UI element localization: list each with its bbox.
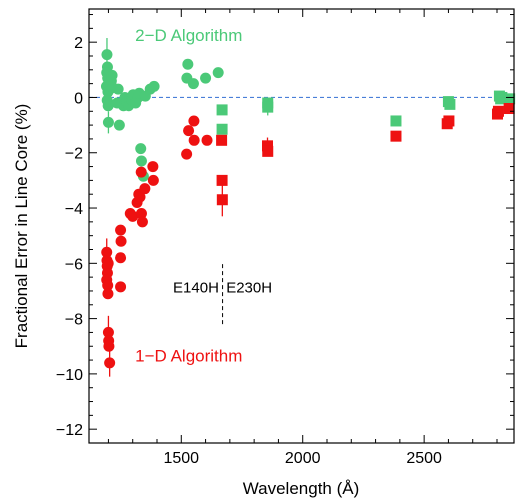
data-point-square xyxy=(496,91,508,103)
y-axis-title: Fractional Error in Line Core (%) xyxy=(12,104,31,349)
y-tick-label: −4 xyxy=(65,201,83,218)
plot-frame xyxy=(88,8,515,444)
data-point-square xyxy=(262,101,274,113)
data-point-square xyxy=(262,145,274,157)
data-point-circle xyxy=(106,69,118,81)
data-point-circle xyxy=(201,134,213,146)
data-point-circle xyxy=(115,281,127,293)
data-point-circle xyxy=(102,257,114,269)
data-point-circle xyxy=(115,224,127,236)
data-point-square xyxy=(216,194,228,206)
data-point-circle xyxy=(147,161,159,173)
data-point-square xyxy=(444,98,456,110)
data-point-circle xyxy=(102,100,114,112)
data-point-circle xyxy=(102,116,114,128)
data-point-circle xyxy=(103,340,115,352)
data-point-circle xyxy=(139,183,151,195)
data-point-circle xyxy=(183,125,195,137)
data-point-circle xyxy=(135,208,147,220)
axis-ticks: 1500 2000 2500 2 0 −2 −4 −6 −8 −10 −12 xyxy=(56,9,514,467)
data-point-square xyxy=(216,123,228,135)
data-point-circle xyxy=(112,83,124,95)
data-point-circle xyxy=(115,252,127,264)
data-point-circle xyxy=(102,288,114,300)
data-point-square xyxy=(390,130,402,142)
data-point-square xyxy=(503,103,515,115)
data-point-circle xyxy=(135,166,147,178)
data-point-square xyxy=(390,115,402,127)
data-point-circle xyxy=(188,115,200,127)
data-point-circle xyxy=(182,58,194,70)
label-2d: 2−D Algorithm xyxy=(135,26,242,45)
y-tick-label: −10 xyxy=(56,367,83,384)
label-e140h: E140H xyxy=(173,279,219,296)
data-point-square xyxy=(504,93,516,105)
x-tick-label: 1500 xyxy=(163,450,199,467)
data-point-circle xyxy=(136,216,148,228)
y-tick-label: −2 xyxy=(65,146,83,163)
data-point-circle xyxy=(181,148,193,160)
data-point-circle xyxy=(187,78,199,90)
data-point-circle xyxy=(102,326,114,338)
data-point-circle xyxy=(188,134,200,146)
data-point-square xyxy=(216,134,228,146)
data-point-circle xyxy=(148,80,160,92)
data-point-circle xyxy=(200,72,212,84)
data-point-square xyxy=(443,115,455,127)
data-point-circle xyxy=(115,235,127,247)
data-point-circle xyxy=(212,67,224,79)
data-point-square xyxy=(216,174,228,186)
data-point-circle xyxy=(101,246,113,258)
x-tick-label: 2500 xyxy=(406,450,442,467)
data-point-circle xyxy=(113,119,125,131)
data-point-circle xyxy=(101,49,113,61)
y-tick-label: −8 xyxy=(65,312,83,329)
y-tick-label: 2 xyxy=(74,35,83,52)
label-e230h: E230H xyxy=(226,279,272,296)
plot-marks xyxy=(89,38,516,377)
x-tick-label: 2000 xyxy=(285,450,321,467)
label-1d: 1−D Algorithm xyxy=(135,346,242,365)
data-point-circle xyxy=(104,357,116,369)
y-tick-label: −12 xyxy=(56,422,83,439)
data-point-circle xyxy=(127,210,139,222)
data-point-circle xyxy=(102,279,114,291)
data-point-square xyxy=(216,104,228,116)
y-tick-label: 0 xyxy=(74,90,83,107)
data-point-circle xyxy=(147,174,159,186)
y-tick-label: −6 xyxy=(65,256,83,273)
data-point-circle xyxy=(134,191,146,203)
data-point-circle xyxy=(135,155,147,167)
data-point-circle xyxy=(135,143,147,155)
chart-annotations: 2−D Algorithm 1−D Algorithm E140H E230H xyxy=(135,26,272,366)
x-axis-title: Wavelength (Å) xyxy=(243,479,360,498)
data-point-square xyxy=(262,140,273,152)
data-point-square xyxy=(492,105,504,117)
